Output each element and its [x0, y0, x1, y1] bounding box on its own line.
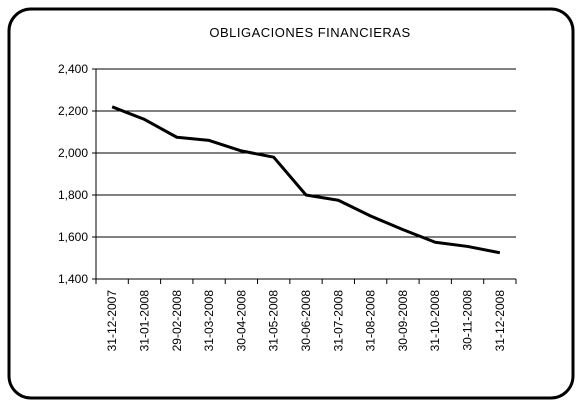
chart-frame [7, 7, 575, 400]
y-tick-label: 2,400 [58, 62, 88, 76]
x-tick-label: 31-01-2008 [137, 290, 151, 352]
y-tick-label: 1,400 [58, 272, 88, 286]
x-tick-label: 31-07-2008 [331, 290, 345, 352]
x-tick-label: 30-06-2008 [299, 290, 313, 352]
x-tick-label: 31-10-2008 [428, 290, 442, 352]
x-tick-label: 30-11-2008 [461, 290, 475, 351]
x-tick-label: 31-12-2008 [493, 290, 507, 352]
y-tick-label: 2,200 [58, 104, 88, 118]
x-tick-label: 29-02-2008 [170, 290, 184, 352]
y-tick-label: 1,600 [58, 230, 88, 244]
x-tick-label: 30-04-2008 [234, 290, 248, 352]
x-tick-label: 31-05-2008 [267, 290, 281, 352]
x-tick-label: 31-08-2008 [364, 290, 378, 352]
chart-title: OBLIGACIONES FINANCIERAS [209, 25, 410, 40]
x-tick-label: 31-03-2008 [202, 290, 216, 352]
y-tick-label: 2,000 [58, 146, 88, 160]
y-tick-label: 1,800 [58, 188, 88, 202]
x-tick-label: 30-09-2008 [396, 290, 410, 352]
x-tick-label: 31-12-2007 [105, 290, 119, 352]
data-line [111, 105, 501, 255]
